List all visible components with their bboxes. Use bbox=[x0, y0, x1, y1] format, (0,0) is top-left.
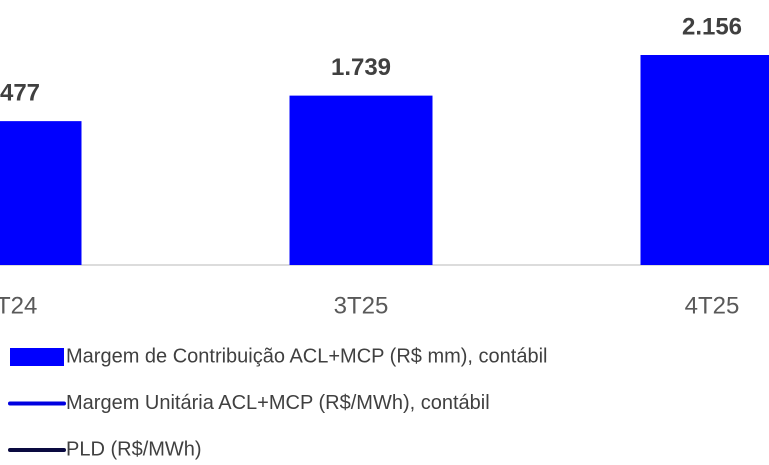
legend-label: PLD (R$/MWh) bbox=[66, 438, 202, 460]
value-label: 2.156 bbox=[682, 13, 742, 40]
legend-label: Margem Unitária ACL+MCP (R$/MWh), contáb… bbox=[66, 392, 490, 414]
x-tick-label: 4T24 bbox=[0, 292, 37, 319]
legend-label: Margem de Contribuição ACL+MCP (R$ mm), … bbox=[66, 345, 547, 367]
bar bbox=[289, 95, 433, 265]
bar bbox=[0, 121, 82, 266]
bar bbox=[640, 55, 769, 265]
value-label: 1.477 bbox=[0, 79, 40, 106]
x-tick-label: 4T25 bbox=[685, 292, 740, 319]
value-label: 1.739 bbox=[331, 54, 391, 81]
x-tick-label: 3T25 bbox=[334, 292, 389, 319]
legend-swatch bbox=[10, 348, 64, 366]
